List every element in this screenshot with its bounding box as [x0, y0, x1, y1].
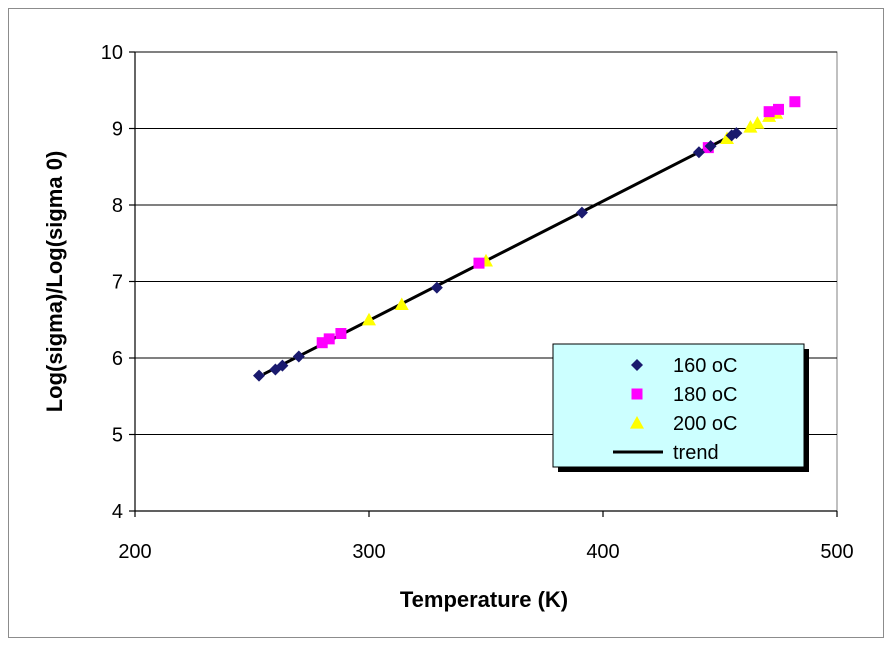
legend-label: trend — [673, 442, 719, 464]
legend-box — [552, 343, 805, 468]
data-point — [750, 116, 765, 129]
data-point — [692, 146, 705, 159]
legend-label: 160 oC — [673, 355, 738, 377]
y-tick-label: 9 — [112, 119, 123, 141]
legend-marker — [631, 359, 643, 371]
data-point — [276, 359, 289, 372]
x-tick-label: 300 — [352, 541, 385, 563]
y-tick-label: 7 — [112, 272, 123, 294]
data-point — [773, 103, 784, 115]
data-point — [743, 119, 758, 133]
data-point — [730, 127, 743, 140]
x-axis-title: Temperature (K) — [400, 587, 568, 612]
data-point — [253, 369, 266, 382]
data-point — [575, 206, 588, 219]
x-tick-label: 500 — [820, 541, 853, 563]
data-point — [316, 337, 328, 349]
data-point — [720, 131, 735, 145]
data-point — [704, 140, 717, 153]
data-point — [394, 297, 409, 311]
y-tick-label: 6 — [112, 348, 123, 370]
x-tick-label: 400 — [586, 541, 619, 563]
legend-label: 180 oC — [673, 384, 738, 406]
legend-label: 200 oC — [673, 413, 738, 435]
y-tick-label: 10 — [101, 42, 123, 64]
y-axis-title: Log(sigma)/Log(sigma 0) — [42, 151, 67, 413]
data-point — [335, 328, 347, 340]
data-point — [473, 257, 485, 269]
data-point — [430, 281, 443, 294]
y-tick-label: 4 — [112, 501, 123, 523]
legend-marker — [631, 388, 643, 400]
y-tick-label: 8 — [112, 195, 123, 217]
y-tick-label: 5 — [112, 425, 123, 447]
data-point — [763, 106, 775, 118]
legend-marker — [630, 416, 644, 429]
data-point — [362, 312, 376, 326]
data-point — [292, 350, 305, 363]
data-point — [789, 96, 801, 108]
data-point — [323, 333, 335, 345]
x-tick-label: 200 — [118, 541, 151, 563]
